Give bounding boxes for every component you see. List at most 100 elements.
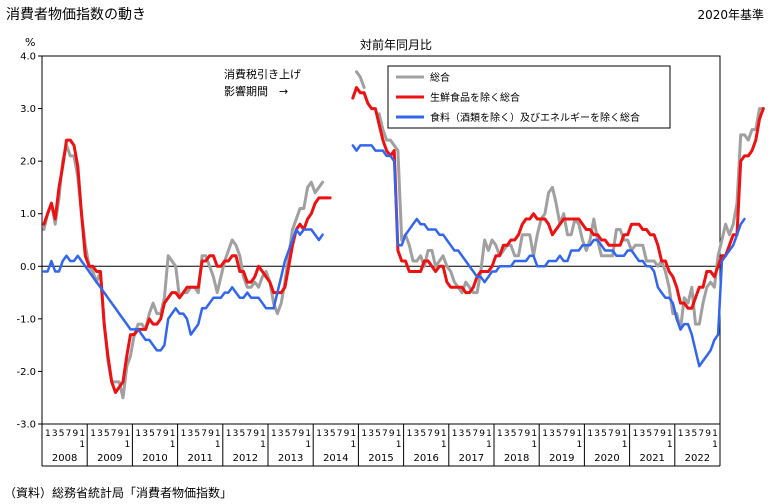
- month-tick-label: 1: [531, 429, 537, 439]
- month-tick-label: 9: [344, 429, 350, 439]
- month-tick-label: 1: [452, 429, 458, 439]
- month-tick-label: 3: [459, 429, 465, 439]
- month-tick-label: 3: [639, 429, 645, 439]
- month-tick-label: 3: [323, 429, 329, 439]
- month-tick-label: 1: [577, 429, 583, 439]
- month-tick-label: 1: [361, 429, 367, 439]
- month-tick-label: 1: [125, 440, 131, 450]
- base-year-label: 2020年基準: [697, 8, 764, 22]
- month-tick-label: 3: [187, 429, 193, 439]
- month-tick-label: 7: [608, 429, 614, 439]
- month-tick-label: 3: [594, 429, 600, 439]
- month-tick-label: 7: [472, 429, 478, 439]
- month-tick-label: 1: [351, 440, 357, 450]
- month-tick-label: 7: [518, 429, 524, 439]
- month-tick-label: 9: [705, 429, 711, 439]
- tax-annotation-text: 影響期間 →: [224, 84, 288, 98]
- month-tick-label: 1: [587, 429, 593, 439]
- month-tick-label: 1: [407, 429, 413, 439]
- month-tick-label: 1: [667, 440, 673, 450]
- month-tick-label: 1: [45, 429, 51, 439]
- legend-label-2: 食料（酒類を除く）及びエネルギーを除く総合: [430, 111, 640, 124]
- month-tick-label: 1: [542, 429, 548, 439]
- month-tick-label: 7: [292, 429, 298, 439]
- month-tick-label: 1: [667, 429, 673, 439]
- month-tick-label: 7: [201, 429, 207, 439]
- month-tick-label: 9: [163, 429, 169, 439]
- month-tick-label: 7: [382, 429, 388, 439]
- year-label: 2020: [594, 453, 619, 464]
- month-tick-label: 5: [420, 429, 426, 439]
- month-tick-label: 1: [170, 440, 176, 450]
- month-tick-label: 9: [570, 429, 576, 439]
- month-tick-label: 9: [434, 429, 440, 439]
- month-tick-label: 7: [246, 429, 252, 439]
- month-tick-label: 9: [524, 429, 530, 439]
- tax-annotation-text: 消費税引き上げ: [224, 67, 301, 81]
- month-tick-label: 1: [181, 429, 187, 439]
- month-tick-label: 9: [118, 429, 124, 439]
- year-label: 2014: [323, 453, 348, 464]
- month-tick-label: 3: [504, 429, 510, 439]
- month-tick-label: 1: [351, 429, 357, 439]
- month-tick-label: 7: [653, 429, 659, 439]
- month-tick-label: 5: [59, 429, 65, 439]
- y-tick-label: 4.0: [20, 52, 36, 63]
- month-tick-label: 1: [305, 429, 311, 439]
- month-tick-label: 1: [170, 429, 176, 439]
- month-tick-label: 1: [633, 429, 639, 439]
- y-tick-label: 1.0: [20, 209, 36, 220]
- year-label: 2013: [278, 453, 303, 464]
- y-tick-label: -2.0: [16, 367, 36, 378]
- month-tick-label: 9: [389, 429, 395, 439]
- year-label: 2008: [52, 453, 77, 464]
- month-tick-label: 7: [337, 429, 343, 439]
- month-tick-label: 1: [577, 440, 583, 450]
- month-tick-label: 1: [135, 429, 141, 439]
- month-tick-label: 5: [601, 429, 607, 439]
- month-tick-label: 5: [692, 429, 698, 439]
- month-tick-label: 7: [66, 429, 72, 439]
- month-tick-label: 5: [285, 429, 291, 439]
- year-label: 2016: [413, 453, 438, 464]
- year-label: 2017: [459, 453, 484, 464]
- month-tick-label: 5: [466, 429, 472, 439]
- year-label: 2015: [368, 453, 393, 464]
- month-tick-label: 1: [396, 440, 402, 450]
- month-tick-label: 5: [375, 429, 381, 439]
- year-label: 2009: [97, 453, 122, 464]
- y-tick-label: -1.0: [16, 314, 36, 325]
- year-label: 2010: [142, 453, 167, 464]
- source-note: （資料）総務省統計局「消費者物価指数」: [4, 486, 233, 500]
- month-tick-label: 9: [479, 429, 485, 439]
- month-tick-label: 7: [563, 429, 569, 439]
- month-tick-label: 1: [622, 440, 628, 450]
- month-tick-label: 1: [441, 429, 447, 439]
- month-tick-label: 9: [298, 429, 304, 439]
- legend-box: [387, 65, 671, 129]
- y-tick-label: 0.0: [20, 262, 36, 273]
- month-tick-label: 1: [678, 429, 684, 439]
- legend-label-0: 総合: [430, 71, 450, 84]
- month-tick-label: 9: [72, 429, 78, 439]
- month-tick-label: 1: [497, 429, 503, 439]
- month-tick-label: 1: [712, 429, 718, 439]
- month-tick-label: 1: [79, 429, 85, 439]
- month-tick-label: 3: [142, 429, 148, 439]
- y-tick-label: 2.0: [20, 157, 36, 168]
- year-label: 2011: [187, 453, 212, 464]
- month-tick-label: 3: [278, 429, 284, 439]
- month-tick-label: 9: [253, 429, 259, 439]
- month-tick-label: 9: [208, 429, 214, 439]
- month-tick-label: 1: [90, 429, 96, 439]
- month-tick-label: 9: [615, 429, 621, 439]
- month-tick-label: 1: [125, 429, 131, 439]
- legend-label-1: 生鮮食品を除く総合: [430, 91, 520, 104]
- month-tick-label: 5: [194, 429, 200, 439]
- month-tick-label: 1: [260, 440, 266, 450]
- year-label: 2019: [549, 453, 574, 464]
- y-axis-unit: %: [25, 36, 36, 49]
- year-label: 2012: [233, 453, 258, 464]
- chart-title: 対前年同月比: [360, 38, 433, 52]
